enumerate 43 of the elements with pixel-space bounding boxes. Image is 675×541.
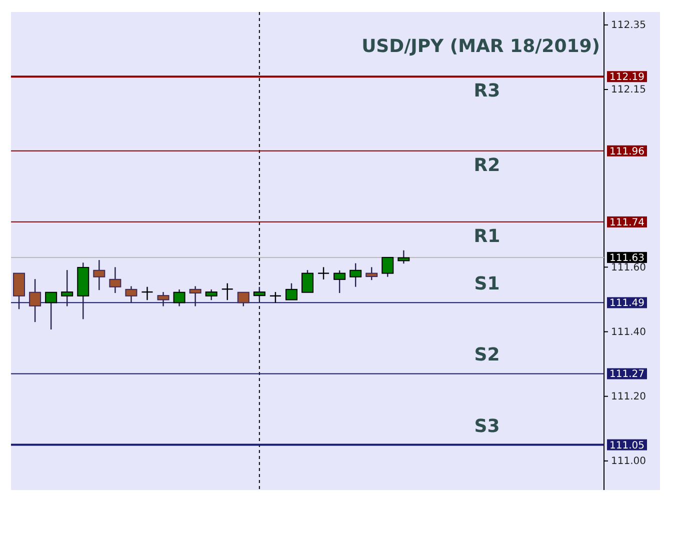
- candlestick: [109, 266, 122, 294]
- candlestick: [141, 286, 154, 301]
- ref-line-label: 111.96: [610, 146, 644, 158]
- annotation: S1: [474, 274, 500, 295]
- annotation: R2: [474, 154, 500, 176]
- candlestick: [189, 286, 202, 307]
- candlestick: [317, 266, 330, 280]
- ref-line-label: 111.05: [610, 440, 644, 452]
- candlestick: [29, 278, 42, 323]
- candlestick: [302, 269, 314, 293]
- y-tick-label: 111.60: [611, 262, 646, 274]
- y-tick-label: 112.15: [611, 84, 646, 96]
- candlestick: [205, 288, 218, 301]
- candlestick: [269, 291, 282, 304]
- y-tick-label: 111.40: [611, 326, 646, 338]
- annotation: S3: [474, 416, 500, 437]
- ref-line-label: 112.19: [610, 72, 644, 84]
- candlestick: [221, 282, 234, 301]
- candlestick: [157, 291, 170, 307]
- text: USD/JPY (MAR 18/2019): [362, 36, 600, 57]
- annotation: S2: [474, 344, 500, 366]
- ref-line-label: 111.74: [610, 217, 644, 228]
- candlestick: [45, 292, 58, 330]
- candlestick: [237, 292, 250, 307]
- candlestick: [13, 272, 26, 310]
- y-tick-label: 112.35: [611, 20, 646, 32]
- candlestick: [173, 288, 186, 307]
- annotation: R3: [474, 80, 500, 102]
- candlestick: [366, 266, 378, 281]
- ref-line-label: 111.49: [610, 298, 644, 310]
- ref-line-label: 111.63: [610, 252, 644, 264]
- candlestick: [382, 256, 394, 278]
- candlestick: [334, 270, 346, 294]
- ref-line-label: 111.27: [610, 369, 644, 380]
- candlestick: [285, 282, 298, 300]
- annotation: R1: [474, 226, 500, 247]
- candlestick: [398, 250, 410, 264]
- candlestick: [93, 259, 106, 291]
- y-tick-label: 111.20: [611, 392, 646, 403]
- candlestick: [350, 262, 362, 288]
- candlestick: [125, 286, 138, 304]
- candlestick: [61, 269, 74, 307]
- y-tick-label: 111.00: [611, 456, 646, 468]
